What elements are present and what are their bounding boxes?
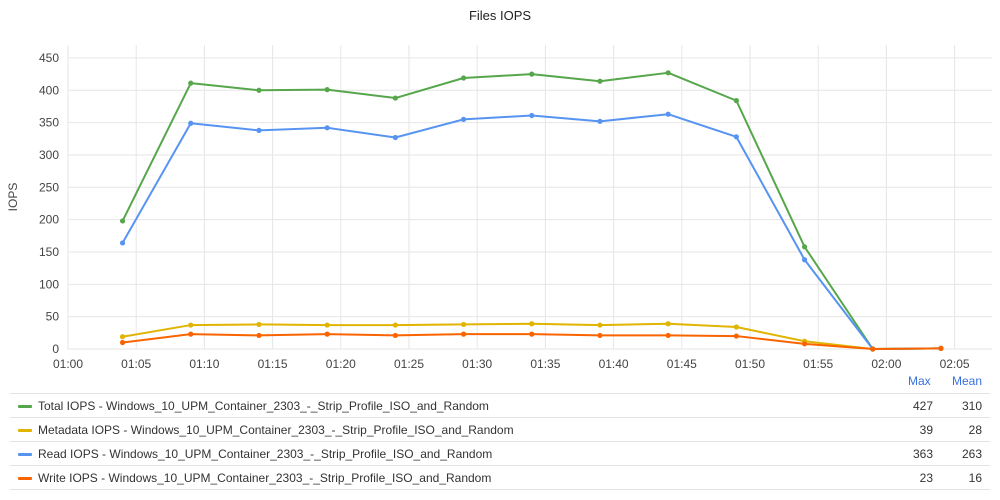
data-point xyxy=(256,87,262,93)
data-point xyxy=(324,125,330,131)
legend-header: Max Mean xyxy=(891,374,982,388)
data-point xyxy=(665,332,671,339)
x-tick-label: 01:10 xyxy=(189,357,219,371)
data-point xyxy=(256,127,262,133)
data-point xyxy=(392,322,398,328)
y-tick-label: 100 xyxy=(39,277,59,291)
data-point xyxy=(460,75,467,81)
legend-max-value: 39 xyxy=(919,423,933,437)
data-point xyxy=(529,71,535,77)
x-tick-label: 01:30 xyxy=(462,357,492,371)
legend-row-write[interactable]: Write IOPS - Windows_10_UPM_Container_23… xyxy=(10,465,990,490)
y-axis-label: IOPS xyxy=(6,183,20,212)
y-tick-label: 300 xyxy=(39,148,59,162)
legend-row-read[interactable]: Read IOPS - Windows_10_UPM_Container_230… xyxy=(10,441,990,465)
data-point xyxy=(801,257,808,263)
data-point xyxy=(119,218,126,224)
data-point xyxy=(460,331,467,337)
legend-series-name: Read IOPS - Windows_10_UPM_Container_230… xyxy=(38,447,493,461)
data-point xyxy=(733,333,739,339)
legend-table: Total IOPS - Windows_10_UPM_Container_23… xyxy=(10,393,990,490)
chart-plot: 0 50 100 150 200 250 300 350 400 450 01:00 01:05 01:… xyxy=(6,45,992,371)
axis-labels: 0 50 100 150 200 250 300 350 400 450 01:00 01:05 01:… xyxy=(6,51,970,371)
x-tick-label: 01:45 xyxy=(667,357,697,371)
data-point xyxy=(256,332,262,339)
data-point xyxy=(665,70,671,76)
legend-row-metadata[interactable]: Metadata IOPS - Windows_10_UPM_Container… xyxy=(10,417,990,441)
x-tick-label: 01:55 xyxy=(803,357,833,371)
data-point xyxy=(324,87,330,93)
legend-max-header[interactable]: Max xyxy=(907,374,931,388)
data-point xyxy=(188,80,194,86)
x-tick-label: 01:00 xyxy=(53,357,83,371)
data-point xyxy=(256,321,262,328)
data-point xyxy=(324,322,330,328)
grid-lines xyxy=(67,45,992,350)
x-tick-label: 02:00 xyxy=(871,357,901,371)
data-point xyxy=(870,346,876,352)
x-tick-label: 01:25 xyxy=(394,357,424,371)
legend-mean-value: 28 xyxy=(968,423,982,437)
legend-row-total[interactable]: Total IOPS - Windows_10_UPM_Container_23… xyxy=(10,393,990,417)
legend-series-name: Total IOPS - Windows_10_UPM_Container_23… xyxy=(38,399,489,413)
y-tick-label: 350 xyxy=(39,116,59,130)
data-point xyxy=(801,341,808,347)
y-tick-label: 250 xyxy=(39,180,59,194)
data-point xyxy=(119,240,126,246)
data-point xyxy=(597,332,603,339)
data-point xyxy=(188,322,194,328)
x-tick-label: 01:40 xyxy=(599,357,629,371)
data-point xyxy=(733,98,739,104)
x-tick-label: 02:05 xyxy=(940,357,970,371)
data-point xyxy=(597,78,603,84)
data-point xyxy=(665,321,671,327)
data-point xyxy=(188,120,194,126)
data-point xyxy=(597,118,603,124)
legend-series-name: Write IOPS - Windows_10_UPM_Container_23… xyxy=(38,471,492,485)
data-point xyxy=(665,111,671,117)
legend-series-name: Metadata IOPS - Windows_10_UPM_Container… xyxy=(38,423,514,437)
x-tick-label: 01:35 xyxy=(530,357,560,371)
x-tick-label: 01:50 xyxy=(735,357,765,371)
x-tick-label: 01:15 xyxy=(258,357,288,371)
data-point xyxy=(119,339,126,346)
legend-max-value: 23 xyxy=(919,471,933,485)
series-lines xyxy=(119,70,944,352)
x-tick-label: 01:05 xyxy=(121,357,151,371)
legend-mean-header[interactable]: Mean xyxy=(951,374,982,388)
legend-swatch xyxy=(18,453,32,456)
legend-swatch xyxy=(18,477,32,480)
data-point xyxy=(392,95,398,101)
data-point xyxy=(733,134,739,140)
data-point xyxy=(392,332,398,339)
data-point xyxy=(188,331,194,337)
data-point xyxy=(733,324,739,330)
legend-max-value: 427 xyxy=(912,399,933,413)
chart-title: Files IOPS xyxy=(468,8,532,23)
data-point xyxy=(529,321,535,327)
y-tick-label: 450 xyxy=(39,51,59,65)
y-tick-label: 50 xyxy=(46,310,60,324)
data-point xyxy=(801,244,808,250)
data-point xyxy=(938,345,944,351)
data-point xyxy=(119,334,126,340)
data-point xyxy=(529,331,535,337)
data-point xyxy=(324,331,330,337)
data-point xyxy=(597,322,603,328)
legend-max-value: 363 xyxy=(912,447,933,461)
y-tick-label: 0 xyxy=(52,342,59,356)
legend-swatch xyxy=(18,405,32,408)
data-point xyxy=(392,134,398,141)
legend-mean-value: 263 xyxy=(961,447,982,461)
legend-mean-value: 310 xyxy=(961,399,982,413)
data-point xyxy=(460,116,467,122)
x-tick-label: 01:20 xyxy=(326,357,356,371)
legend-swatch xyxy=(18,429,32,432)
y-tick-label: 200 xyxy=(39,213,59,227)
y-tick-label: 400 xyxy=(39,83,59,97)
y-tick-label: 150 xyxy=(39,245,59,259)
legend-mean-value: 16 xyxy=(968,471,982,485)
data-point xyxy=(460,321,467,328)
data-point xyxy=(529,112,535,119)
